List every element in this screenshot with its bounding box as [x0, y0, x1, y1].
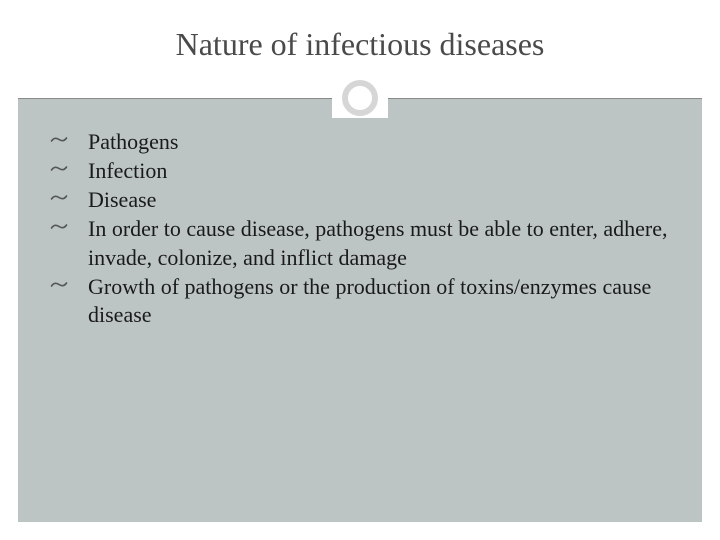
- list-item: Disease: [48, 186, 672, 214]
- list-item: Pathogens: [48, 128, 672, 156]
- bullet-text: Infection: [88, 158, 167, 183]
- list-item: Infection: [48, 157, 672, 185]
- bullet-list: Pathogens Infection Disease In order to …: [48, 128, 672, 330]
- list-item: Growth of pathogens or the production of…: [48, 273, 672, 329]
- bullet-text: In order to cause disease, pathogens mus…: [88, 216, 667, 269]
- bullet-text: Growth of pathogens or the production of…: [88, 274, 651, 327]
- list-item: In order to cause disease, pathogens mus…: [48, 215, 672, 271]
- circle-accent-icon: [342, 80, 378, 116]
- bullet-text: Pathogens: [88, 129, 178, 154]
- bullet-text: Disease: [88, 187, 156, 212]
- slide-title: Nature of infectious diseases: [0, 26, 720, 63]
- slide: Nature of infectious diseases Pathogens …: [0, 0, 720, 540]
